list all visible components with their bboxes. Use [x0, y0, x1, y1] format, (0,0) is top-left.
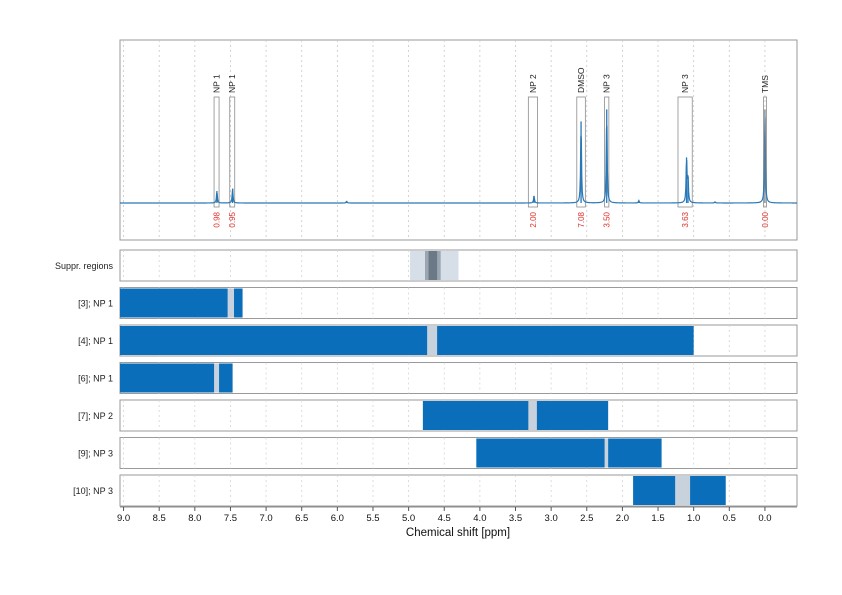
- x-tick-label: 0.5: [723, 513, 736, 524]
- x-tick-label: 4.5: [438, 513, 451, 524]
- integral-value: 3.50: [603, 211, 612, 227]
- region-row: [6]; NP 1: [78, 362, 798, 394]
- x-tick-label: 5.5: [366, 513, 379, 524]
- region-gap: [214, 363, 220, 393]
- annotation-box: [576, 96, 586, 208]
- annotation-label: NP 1: [227, 74, 237, 93]
- row-label: [4]; NP 1: [78, 336, 113, 346]
- annotation-label: NP 1: [212, 74, 222, 93]
- annotation-label: NP 3: [680, 74, 690, 93]
- annotation-label: DMSO: [576, 67, 586, 93]
- row-label: [10]; NP 3: [73, 486, 113, 496]
- x-tick-label: 0.0: [758, 513, 771, 524]
- region-bar: [120, 288, 243, 318]
- annotation-box: [763, 96, 767, 208]
- integral-value: 3.63: [681, 211, 690, 227]
- x-tick-label: 2.5: [580, 513, 593, 524]
- integral-value: 7.08: [577, 211, 586, 227]
- region-gap: [427, 326, 438, 355]
- x-tick-label: 8.0: [188, 513, 201, 524]
- region-row: [3]; NP 1: [78, 287, 798, 319]
- region-gap: [604, 438, 609, 468]
- x-tick-label: 6.5: [295, 513, 308, 524]
- integral-value: 0.98: [213, 211, 222, 227]
- annotation-box: [229, 96, 236, 208]
- annotation-box: [604, 96, 610, 208]
- x-tick-label: 7.5: [224, 513, 237, 524]
- x-tick-label: 9.0: [117, 513, 130, 524]
- row-label: Suppr. regions: [55, 261, 114, 271]
- region-bar: [422, 401, 609, 430]
- annotation-label: TMS: [760, 75, 770, 93]
- annotation-label: NP 2: [528, 74, 538, 93]
- region-gap: [528, 401, 537, 430]
- x-tick-label: 5.0: [402, 513, 415, 524]
- region-row: [7]; NP 2: [78, 399, 798, 432]
- region-gap: [227, 288, 235, 318]
- region-row: [4]; NP 1: [78, 324, 798, 357]
- annotation-box: [527, 96, 539, 208]
- x-tick-label: 3.5: [509, 513, 522, 524]
- row-frame: [119, 437, 798, 469]
- region-bar: [476, 438, 662, 468]
- suppressed-region: [428, 251, 438, 280]
- x-tick-label: 6.0: [331, 513, 344, 524]
- annotation-box: [677, 96, 693, 208]
- region-gap: [675, 476, 691, 505]
- annotation-label: NP 3: [602, 74, 612, 93]
- x-tick-label: 8.5: [153, 513, 166, 524]
- region-row: [10]; NP 3: [73, 474, 798, 507]
- x-tick-label: 1.0: [687, 513, 700, 524]
- x-tick-label: 3.0: [545, 513, 558, 524]
- region-bar: [120, 326, 694, 355]
- x-tick-label: 2.0: [616, 513, 629, 524]
- integral-value: 0.00: [761, 211, 770, 227]
- annotation-box: [213, 96, 220, 208]
- row-label: [3]; NP 1: [78, 299, 113, 309]
- spectrum-frame: [119, 39, 798, 241]
- spectrum-panel: NP 1 0.98 NP 1 0.95 NP 2 2.00 DMSO 7.08 NP 3 3.50…: [119, 39, 798, 241]
- region-bar: [120, 363, 233, 393]
- row-label: [7]; NP 2: [78, 411, 113, 421]
- x-tick-label: 7.0: [259, 513, 272, 524]
- integral-value: 0.95: [228, 211, 237, 227]
- row-label: [9]; NP 3: [78, 449, 113, 459]
- region-row: [9]; NP 3: [78, 437, 798, 469]
- x-tick-label: 4.0: [473, 513, 486, 524]
- x-axis: 9.0 8.5 8.0 7.5 7.0 6.5 6.0 5.5 5.0 4.5 4.0 3.5 3.0 2…: [117, 506, 797, 524]
- row-label: [6]; NP 1: [78, 374, 113, 384]
- x-axis-label: Chemical shift [ppm]: [406, 527, 510, 539]
- x-tick-label: 1.5: [651, 513, 664, 524]
- region-rows: Suppr. regions [3]; NP 1 [4]; NP 1 [6]; NP …: [55, 249, 798, 507]
- integral-value: 2.00: [529, 211, 538, 227]
- region-row: Suppr. regions: [55, 249, 798, 282]
